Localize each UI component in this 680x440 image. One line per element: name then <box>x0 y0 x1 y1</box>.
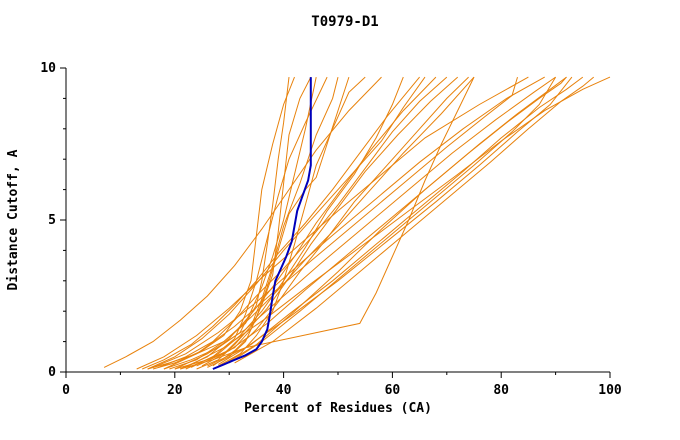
model-curve <box>103 76 382 368</box>
axes <box>60 67 611 378</box>
x-tick-label: 20 <box>167 383 183 398</box>
model-curve <box>158 76 448 368</box>
chart-title: T0979-D1 <box>311 14 378 30</box>
highlight-curve-group <box>212 77 312 370</box>
y-tick-label: 0 <box>48 365 56 380</box>
x-tick-label: 0 <box>62 383 70 398</box>
x-tick-label: 60 <box>385 383 401 398</box>
model-curves-group <box>103 76 611 370</box>
model-curve <box>218 76 366 367</box>
y-tick-label: 10 <box>40 61 56 76</box>
model-curve <box>223 76 567 365</box>
model-curve <box>152 76 545 368</box>
axis-lines <box>65 68 610 373</box>
model-curve <box>152 76 295 370</box>
x-tick-label: 40 <box>276 383 292 398</box>
model-curve <box>234 76 595 364</box>
model-curve <box>190 76 404 368</box>
model-curve <box>136 76 529 370</box>
model-curve <box>180 76 475 370</box>
x-axis-label: Percent of Residues (CA) <box>244 401 432 416</box>
model-curve <box>207 76 350 368</box>
model-curve <box>163 76 518 370</box>
model-curve <box>201 76 459 367</box>
model-curve <box>218 76 584 365</box>
model-curve <box>185 76 611 368</box>
model-curve <box>147 76 426 370</box>
x-tick-label: 100 <box>598 383 622 398</box>
tick-labels-group: 0 20 40 60 80 100 0 5 10 <box>40 61 622 398</box>
model-curve <box>196 76 567 367</box>
x-tick-label: 80 <box>493 383 509 398</box>
model-curve <box>142 76 420 370</box>
model-curve <box>207 76 573 367</box>
highlight-curve <box>212 77 312 370</box>
y-axis-label: Distance Cutoff, A <box>6 149 21 290</box>
model-curve <box>228 76 557 364</box>
y-tick-label: 5 <box>48 213 56 228</box>
model-curve <box>169 76 475 370</box>
model-curve <box>174 76 556 370</box>
